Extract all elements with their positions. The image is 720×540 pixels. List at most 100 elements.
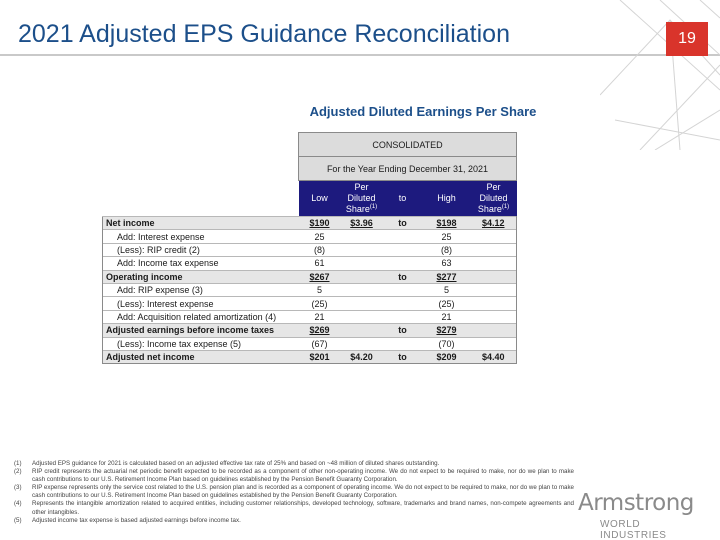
row-high: (70) <box>422 336 471 351</box>
row-per-share-low: $4.20 <box>340 349 383 365</box>
row-per-share-low <box>340 229 383 244</box>
footnote: (3) RIP expense represents only the serv… <box>14 484 574 500</box>
row-high: $279 <box>422 323 471 338</box>
row-high: (8) <box>422 242 471 257</box>
footnote-number: (2) <box>14 468 22 476</box>
row-per-share-low <box>340 282 383 297</box>
header-band-consolidated: CONSOLIDATED <box>103 132 517 157</box>
row-low: (8) <box>298 242 341 257</box>
row-low: $190 <box>298 215 341 230</box>
row-to <box>382 256 423 271</box>
row-label: (Less): Income tax expense (5) <box>102 336 299 351</box>
row-high: 5 <box>422 282 471 297</box>
row-low: $267 <box>298 269 341 284</box>
row-per-share-high <box>470 256 517 271</box>
column-header-row: Low Per Diluted Share(1) to High Per Dil… <box>103 180 517 217</box>
footnote: (1) Adjusted EPS guidance for 2021 is ca… <box>14 460 574 468</box>
row-low: 61 <box>298 256 341 271</box>
row-per-share-high <box>470 336 517 351</box>
row-label: Add: Acquisition related amortization (4… <box>102 309 299 324</box>
row-to <box>382 242 423 257</box>
row-low: $269 <box>298 323 341 338</box>
row-per-share-high: $4.40 <box>470 349 517 365</box>
table-row: (Less): Income tax expense (5) (67) (70) <box>102 336 517 351</box>
slide-title: 2021 Adjusted EPS Guidance Reconciliatio… <box>18 20 510 48</box>
row-label: Operating income <box>102 269 299 284</box>
col-header-to: to <box>382 180 423 217</box>
table-row: Adjusted earnings before income taxes $2… <box>102 323 517 338</box>
period-label: For the Year Ending December 31, 2021 <box>298 156 517 181</box>
row-per-share-low <box>340 256 383 271</box>
row-high: $209 <box>422 349 471 365</box>
row-per-share-low <box>340 323 383 338</box>
footnote-number: (4) <box>14 500 22 508</box>
title-divider <box>0 54 720 56</box>
row-to <box>382 296 423 311</box>
table-row: Add: RIP expense (3) 5 5 <box>102 282 517 297</box>
row-label: (Less): Interest expense <box>102 296 299 311</box>
row-high: 63 <box>422 256 471 271</box>
row-to: to <box>382 323 423 338</box>
table-row: (Less): RIP credit (2) (8) (8) <box>102 242 517 257</box>
footnote-text: Represents the intangible amortization r… <box>32 500 574 516</box>
row-per-share-high <box>470 296 517 311</box>
row-to <box>382 229 423 244</box>
row-per-share-high <box>470 282 517 297</box>
row-per-share-high <box>470 269 517 284</box>
footnote: (2) RIP credit represents the actuarial … <box>14 468 574 484</box>
consolidated-label: CONSOLIDATED <box>298 132 517 157</box>
footnote: (5) Adjusted income tax expense is based… <box>14 517 574 525</box>
logo-wordmark: Armstrong <box>578 490 694 516</box>
header-band-period: For the Year Ending December 31, 2021 <box>103 156 517 181</box>
row-to <box>382 309 423 324</box>
table-row: Adjusted net income $201 $4.20 to $209 $… <box>102 349 517 365</box>
eps-reconciliation-table: CONSOLIDATED For the Year Ending Decembe… <box>102 132 517 365</box>
row-high: $198 <box>422 215 471 230</box>
row-per-share-low <box>340 296 383 311</box>
col-header-per-share-low: Per Diluted Share(1) <box>340 180 383 217</box>
row-per-share-high <box>470 229 517 244</box>
table-row: Operating income $267 to $277 <box>102 269 517 284</box>
row-label: Adjusted net income <box>102 349 299 365</box>
footnote: (4) Represents the intangible amortizati… <box>14 500 574 516</box>
row-low: 21 <box>298 309 341 324</box>
table-row: (Less): Interest expense (25) (25) <box>102 296 517 311</box>
row-low: 25 <box>298 229 341 244</box>
company-logo: Armstrong WORLD INDUSTRIES <box>578 490 710 540</box>
footnote-text: RIP credit represents the actuarial net … <box>32 468 574 484</box>
row-to: to <box>382 215 423 230</box>
row-label: Net income <box>102 215 299 230</box>
row-label: Add: Interest expense <box>102 229 299 244</box>
footnotes: (1) Adjusted EPS guidance for 2021 is ca… <box>14 460 574 525</box>
row-to <box>382 336 423 351</box>
row-per-share-high <box>470 242 517 257</box>
row-per-share-low <box>340 242 383 257</box>
logo-subtitle: WORLD INDUSTRIES <box>600 519 667 540</box>
row-per-share-low: $3.96 <box>340 215 383 230</box>
row-low: (25) <box>298 296 341 311</box>
footnote-number: (1) <box>14 460 22 467</box>
row-high: $277 <box>422 269 471 284</box>
footnote-text: Adjusted EPS guidance for 2021 is calcul… <box>32 460 440 467</box>
row-low: 5 <box>298 282 341 297</box>
footnote-text: Adjusted income tax expense is based adj… <box>32 516 241 524</box>
row-per-share-high <box>470 309 517 324</box>
table-heading: Adjusted Diluted Earnings Per Share <box>309 104 537 119</box>
table-row: Add: Interest expense 25 25 <box>102 229 517 244</box>
col-header-low: Low <box>298 180 341 217</box>
row-low: $201 <box>298 349 341 365</box>
row-label: Add: Income tax expense <box>102 256 299 271</box>
row-per-share-low <box>340 336 383 351</box>
row-to: to <box>382 349 423 365</box>
row-label: (Less): RIP credit (2) <box>102 242 299 257</box>
table-row: Add: Income tax expense 61 63 <box>102 256 517 271</box>
row-high: 25 <box>422 229 471 244</box>
table-row: Net income $190 $3.96 to $198 $4.12 <box>102 215 517 230</box>
row-per-share-low <box>340 269 383 284</box>
table-row: Add: Acquisition related amortization (4… <box>102 309 517 324</box>
row-label: Add: RIP expense (3) <box>102 282 299 297</box>
row-high: 21 <box>422 309 471 324</box>
row-per-share-high <box>470 323 517 338</box>
footnote-number: (5) <box>14 516 22 524</box>
footnote-text: RIP expense represents only the service … <box>32 484 574 500</box>
